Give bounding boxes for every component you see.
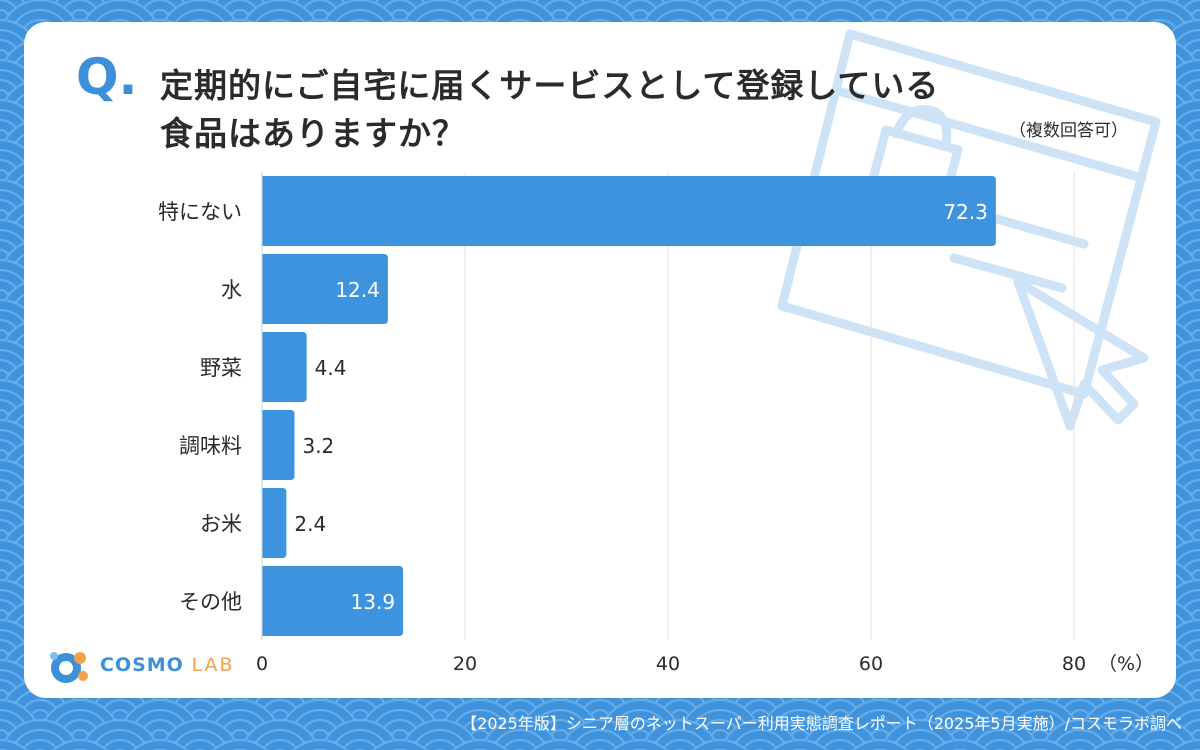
category-label: 水 <box>221 278 242 302</box>
value-label: 13.9 <box>351 590 396 614</box>
multiple-answer-note: （複数回答可） <box>1009 121 1128 141</box>
x-tick-label: 20 <box>453 653 477 675</box>
question-title: 定期的にご自宅に届くサービスとして登録している 食品はありますか？ <box>160 62 1120 158</box>
logo-text: COSMO LAB <box>100 654 235 676</box>
value-label: 4.4 <box>315 356 347 380</box>
bar <box>262 410 295 480</box>
source-footer: 【2025年版】シニア層のネットスーパー利用実態調査レポート（2025年5月実施… <box>461 714 1182 733</box>
logo-mark-icon <box>50 652 88 683</box>
category-label: お米 <box>200 512 242 536</box>
question-mark-label: Q. <box>76 48 138 106</box>
bar <box>262 254 388 324</box>
value-label: 12.4 <box>335 278 380 302</box>
bar <box>262 566 404 636</box>
bar <box>262 176 996 246</box>
value-label: 2.4 <box>294 512 326 536</box>
bar <box>262 488 287 558</box>
cosmo-lab-logo: COSMO LAB <box>46 646 236 686</box>
value-label: 72.3 <box>943 200 988 224</box>
x-tick-label: 0 <box>256 653 268 675</box>
logo-text-main: COSMO <box>100 654 184 676</box>
bar-chart: 特にない 72.3 水 12.4 野菜 4.4 調味料 3.2 お米 2.4 その他 13.9 0 20 4… <box>158 172 1154 675</box>
logo-text-sub: LAB <box>191 654 235 676</box>
unit-label: （%） <box>1098 653 1154 675</box>
category-label: その他 <box>179 590 242 614</box>
question-title-line1: 定期的にご自宅に届くサービスとして登録している <box>160 66 940 105</box>
category-label: 特にない <box>158 200 242 224</box>
chart-card: Q. 定期的にご自宅に届くサービスとして登録している 食品はありますか？ （複数… <box>24 22 1176 698</box>
x-tick-label: 80 <box>1062 653 1086 675</box>
category-label: 調味料 <box>179 434 242 458</box>
value-label: 3.2 <box>302 434 334 458</box>
question-title-line2: 食品はありますか？ <box>160 114 466 153</box>
bar <box>262 332 307 402</box>
category-label: 野菜 <box>200 356 242 380</box>
x-tick-label: 40 <box>656 653 680 675</box>
x-tick-label: 60 <box>859 653 883 675</box>
